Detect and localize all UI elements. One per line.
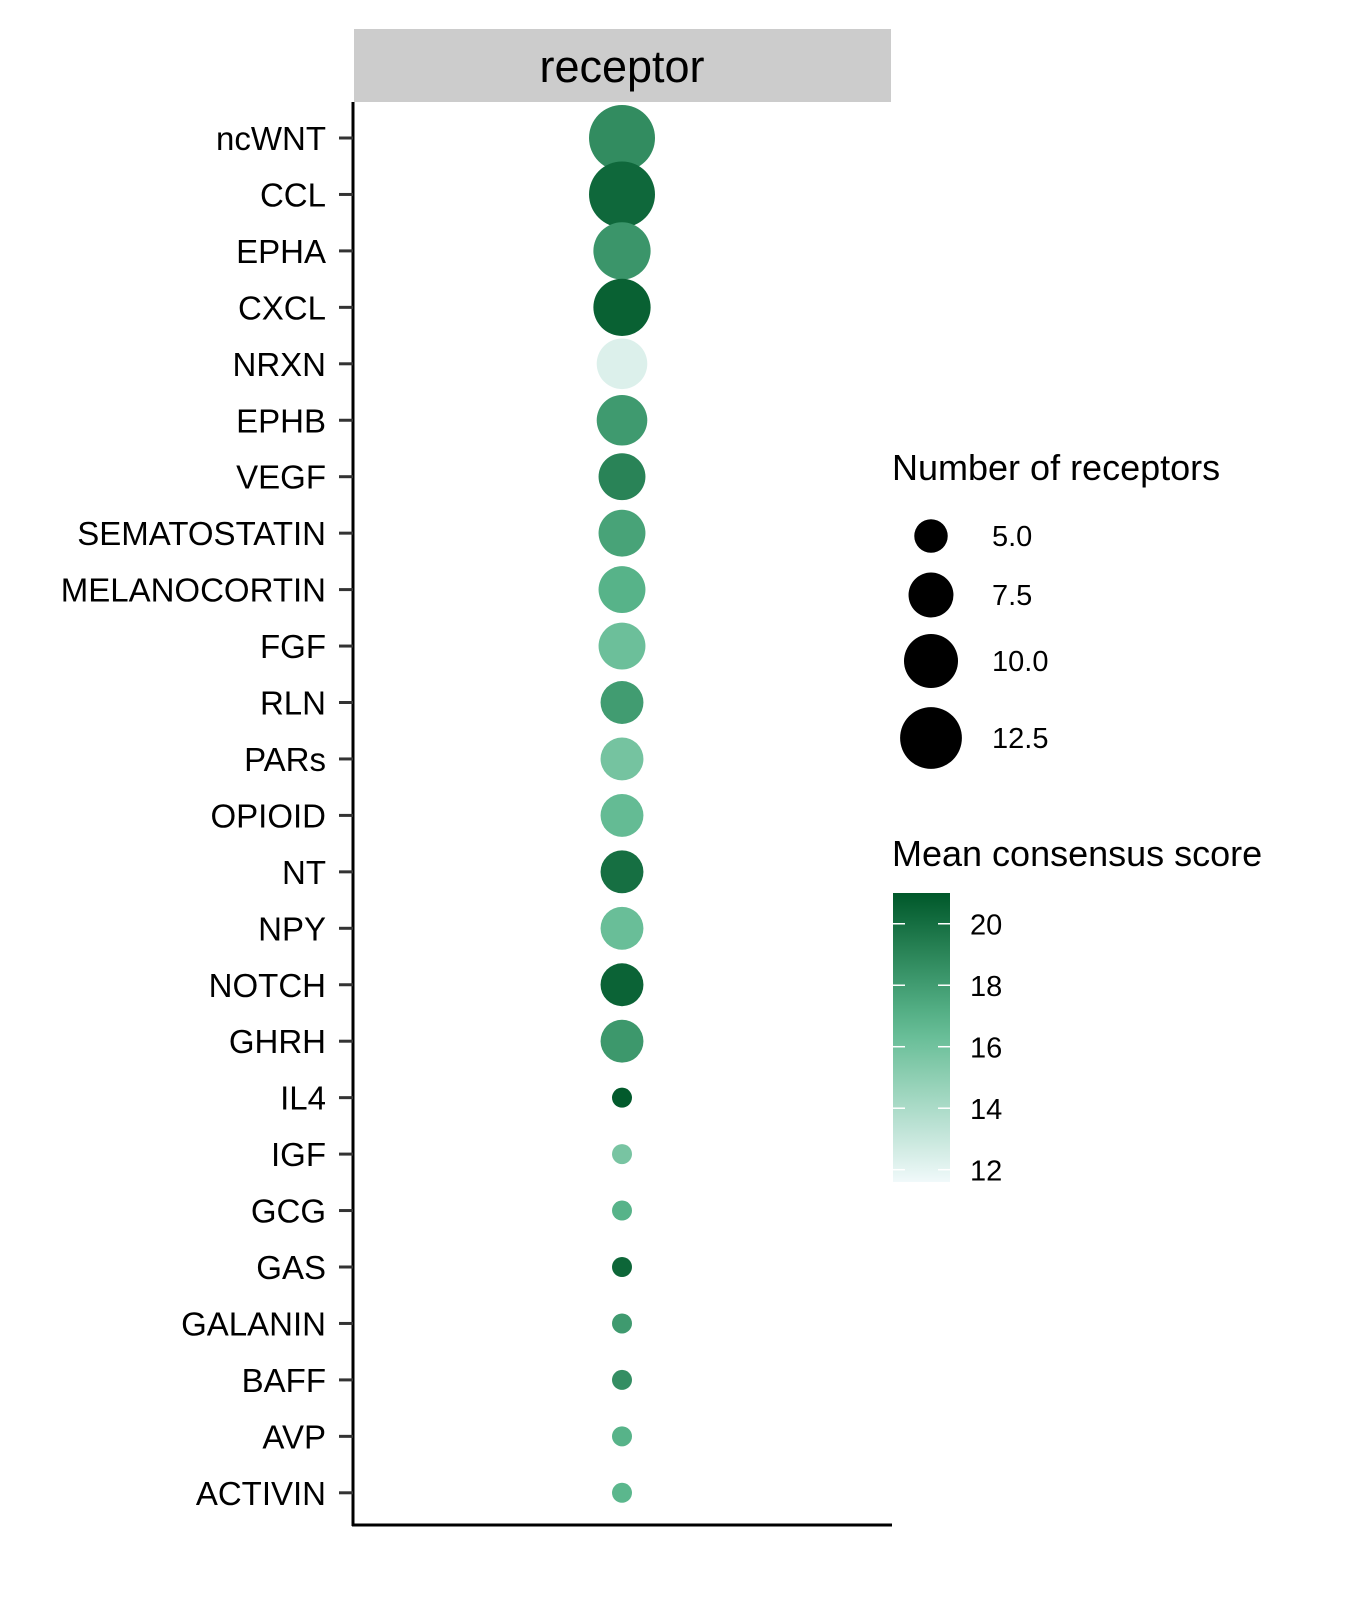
size-legend-label: 10.0 [992, 646, 1048, 678]
y-axis-ticks [339, 136, 353, 1495]
data-points [589, 105, 655, 1503]
size-legend-key [908, 572, 954, 618]
data-point [598, 509, 646, 557]
data-point [612, 1087, 632, 1108]
color-legend-label: 20 [970, 910, 1002, 942]
color-legend-ticks: 20 18 16 14 12 [893, 910, 1002, 1188]
size-legend-label: 5.0 [992, 521, 1032, 553]
data-point [600, 963, 644, 1007]
size-legend: 5.0 7.5 10.0 12.5 [900, 519, 1048, 769]
data-point [612, 1257, 632, 1277]
data-point [596, 338, 648, 390]
y-tick-label: OPIOID [210, 797, 326, 834]
y-tick-label: AVP [262, 1418, 326, 1455]
data-point [600, 1019, 644, 1063]
size-legend-label: 7.5 [992, 580, 1032, 612]
data-point [612, 1482, 632, 1503]
data-point [600, 681, 644, 724]
y-tick-label: NPY [258, 910, 326, 947]
color-legend-title: Mean consensus score [892, 833, 1262, 874]
y-tick-label: MELANOCORTIN [61, 572, 326, 609]
y-tick-label: IL4 [280, 1080, 326, 1117]
size-legend-key [900, 707, 962, 769]
color-bar [893, 893, 950, 1182]
facet-strip [354, 29, 891, 102]
size-legend-key [914, 519, 948, 553]
data-point [593, 222, 651, 280]
data-point [612, 1369, 632, 1390]
data-point [600, 850, 644, 894]
y-tick-label: ACTIVIN [196, 1475, 326, 1512]
data-point [598, 566, 646, 614]
data-point [612, 1313, 632, 1334]
y-tick-label: GALANIN [181, 1305, 326, 1342]
y-tick-label: CCL [260, 176, 326, 213]
data-point [598, 622, 646, 670]
y-tick-label: FGF [260, 628, 326, 665]
y-tick-label: RLN [260, 685, 326, 722]
y-tick-label: BAFF [242, 1362, 326, 1399]
color-legend-label: 12 [970, 1156, 1002, 1188]
data-point [612, 1426, 632, 1447]
y-tick-label: NOTCH [209, 967, 326, 1004]
y-axis-labels: ncWNT CCL EPHA CXCL NRXN EPHB VEGF SEMATOSTATIN… [61, 120, 326, 1512]
y-tick-label: ncWNT [216, 120, 326, 157]
data-point [593, 278, 651, 336]
facet-strip-label: receptor [539, 41, 704, 92]
color-legend-label: 14 [970, 1094, 1002, 1126]
data-point [600, 793, 644, 837]
data-point [612, 1200, 632, 1221]
y-tick-label: NT [282, 854, 326, 891]
y-tick-label: GCG [251, 1193, 326, 1230]
data-point [600, 737, 644, 781]
y-tick-label: EPHA [236, 233, 326, 270]
data-point [596, 394, 648, 446]
y-tick-label: VEGF [236, 459, 326, 496]
y-tick-label: NRXN [232, 346, 326, 383]
data-point [589, 105, 655, 171]
size-legend-title: Number of receptors [892, 447, 1220, 488]
color-legend-label: 16 [970, 1033, 1002, 1065]
data-point [600, 906, 644, 950]
y-tick-label: EPHB [236, 402, 326, 439]
y-tick-label: IGF [271, 1136, 326, 1173]
y-tick-label: GHRH [229, 1023, 326, 1060]
data-point [612, 1144, 632, 1165]
size-legend-key [903, 633, 959, 689]
size-legend-label: 12.5 [992, 723, 1048, 755]
data-point [589, 161, 655, 228]
y-tick-label: PARs [244, 741, 326, 778]
y-tick-label: CXCL [238, 289, 326, 326]
y-tick-label: GAS [256, 1249, 326, 1286]
color-legend-label: 18 [970, 971, 1002, 1003]
y-tick-label: SEMATOSTATIN [77, 515, 326, 552]
data-point [598, 453, 646, 501]
